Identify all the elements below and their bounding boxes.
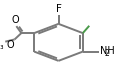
Text: 2: 2 <box>105 49 110 58</box>
Text: NH: NH <box>100 46 114 56</box>
Text: CH₃: CH₃ <box>0 42 4 51</box>
Text: O: O <box>12 15 20 25</box>
Text: F: F <box>56 4 61 14</box>
Text: O: O <box>6 40 14 50</box>
